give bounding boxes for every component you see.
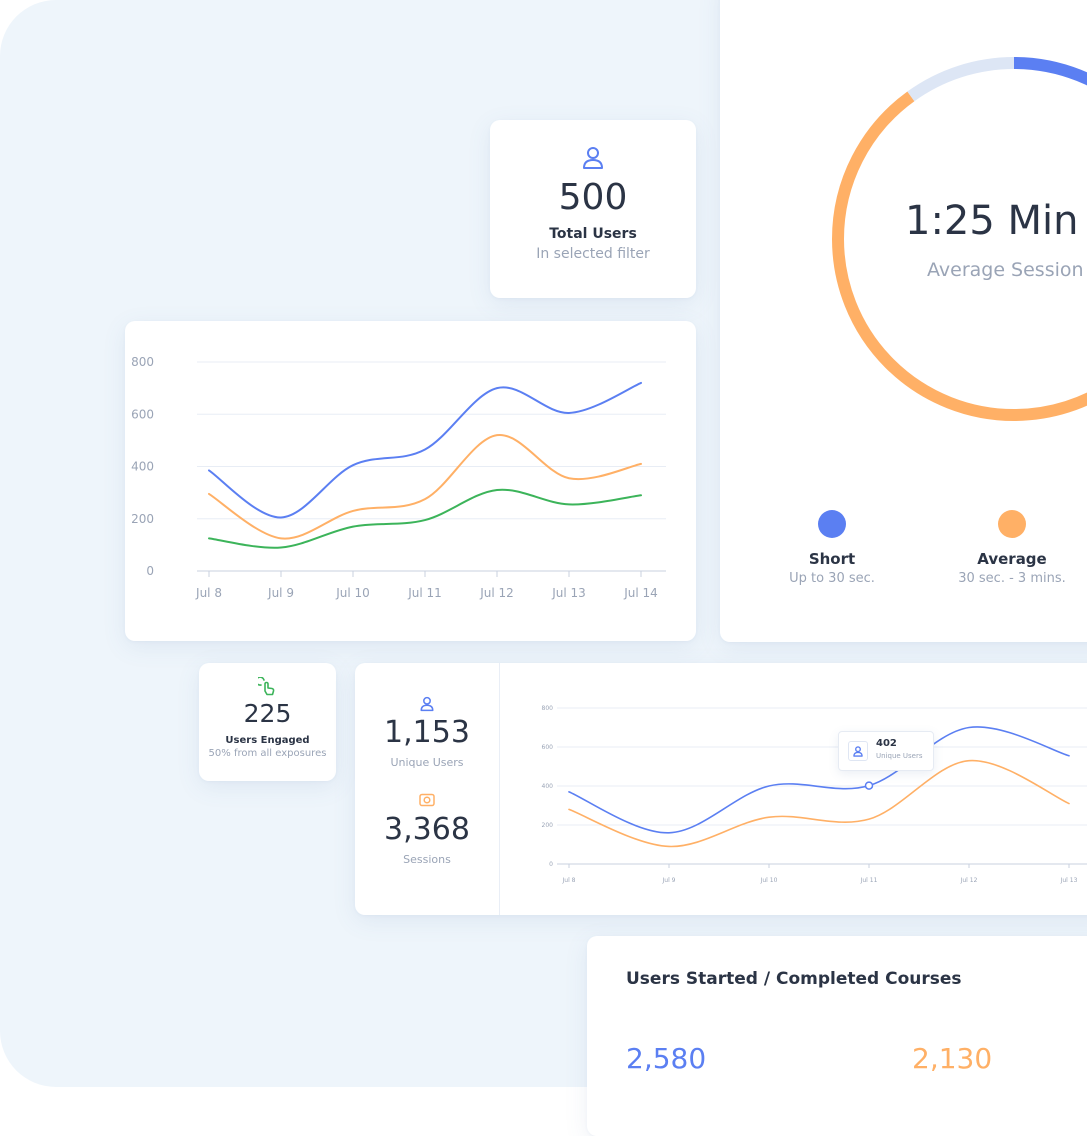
tooltip-value: 402 xyxy=(876,738,897,749)
x-tick-label: Jul 11 xyxy=(407,586,442,600)
y-tick-label: 0 xyxy=(549,861,553,868)
highlight-point xyxy=(864,781,874,790)
y-tick-label: 200 xyxy=(542,822,554,829)
courses-completed-value: 2,130 xyxy=(912,1042,993,1075)
donut-segment-long xyxy=(832,57,1087,421)
x-tick-label: Jul 12 xyxy=(479,586,514,600)
tap-hand-icon xyxy=(199,677,336,697)
x-tick-label: Jul 13 xyxy=(1060,877,1078,884)
unique-stats-panel: 1,153 Unique Users 3,368 Sessions xyxy=(355,663,500,915)
main-chart-card: 0 200 400 600 800 Jul 8 Jul 9 Jul 10 Jul 11 Jul 1… xyxy=(125,321,696,641)
y-tick-label: 800 xyxy=(542,705,554,712)
x-tick-label: Jul 10 xyxy=(335,586,370,600)
users-engaged-card: 225 Users Engaged 50% from all exposures xyxy=(199,663,336,781)
legend-short: Short Up to 30 sec. xyxy=(762,510,902,586)
average-dot xyxy=(998,510,1026,538)
series-line-blue xyxy=(208,381,642,519)
tooltip-label: Unique Users xyxy=(876,752,923,760)
session-value: 1:25 Min xyxy=(905,198,1079,244)
user-icon xyxy=(490,146,696,170)
average-session-card: 1:25 Min Average Session Short Up to 30 … xyxy=(720,0,1087,642)
legend-short-name: Short xyxy=(808,550,856,568)
y-tick-label: 400 xyxy=(542,783,554,790)
legend-average-name: Average xyxy=(977,550,1047,568)
series-line-orange xyxy=(208,434,642,540)
y-tick-label: 600 xyxy=(542,744,554,751)
x-tick-label: Jul 9 xyxy=(662,877,676,884)
series-line-blue xyxy=(568,726,1070,834)
users-engaged-label: Users Engaged xyxy=(225,735,310,746)
courses-title: Users Started / Completed Courses xyxy=(626,969,962,989)
series-line-green xyxy=(208,488,642,549)
x-tick-label: Jul 8 xyxy=(562,877,576,884)
x-tick-label: Jul 8 xyxy=(195,586,222,600)
camera-icon xyxy=(355,793,499,807)
chart-tooltip: 402 Unique Users xyxy=(838,731,934,771)
users-engaged-value: 225 xyxy=(243,699,292,728)
y-tick-label: 400 xyxy=(131,460,154,474)
legend-average: Average 30 sec. - 3 mins. xyxy=(932,510,1087,586)
unique-users-label: Unique Users xyxy=(390,756,464,769)
donut-segment-average xyxy=(832,57,1087,421)
total-users-label: Total Users xyxy=(549,226,637,242)
x-tick-label: Jul 9 xyxy=(267,586,294,600)
x-tick-label: Jul 14 xyxy=(623,586,658,600)
legend-short-desc: Up to 30 sec. xyxy=(789,571,875,586)
x-tick-label: Jul 13 xyxy=(551,586,586,600)
short-dot xyxy=(818,510,846,538)
tooltip-user-icon xyxy=(848,741,868,761)
unique-users-value: 1,153 xyxy=(384,715,470,750)
y-tick-label: 800 xyxy=(131,355,154,369)
users-engaged-sublabel: 50% from all exposures xyxy=(208,748,327,759)
y-tick-label: 0 xyxy=(146,564,154,578)
unique-users-chart: 0 200 400 600 800 Jul 8 Jul 9 Jul 10 Jul 11 Jul 1… xyxy=(542,705,1087,884)
session-donut xyxy=(832,57,1087,421)
courses-started-value: 2,580 xyxy=(626,1042,707,1075)
courses-card: Users Started / Completed Courses 2,580 … xyxy=(587,936,1087,1136)
total-users-card: 500 Total Users In selected filter xyxy=(490,120,696,298)
legend-average-desc: 30 sec. - 3 mins. xyxy=(958,571,1066,586)
sessions-value: 3,368 xyxy=(384,812,470,847)
main-line-chart: 0 200 400 600 800 Jul 8 Jul 9 Jul 10 Jul 11 Jul 1… xyxy=(131,355,666,600)
y-tick-label: 600 xyxy=(131,407,154,421)
unique-users-card: 1,153 Unique Users 3,368 Sessions 0 200 40… xyxy=(355,663,1087,915)
series-line-orange xyxy=(568,759,1070,848)
total-users-value: 500 xyxy=(558,177,628,218)
x-tick-label: Jul 12 xyxy=(960,877,978,884)
x-tick-label: Jul 10 xyxy=(760,877,778,884)
x-tick-label: Jul 11 xyxy=(860,877,878,884)
total-users-sublabel: In selected filter xyxy=(536,246,650,262)
y-tick-label: 200 xyxy=(131,512,154,526)
user-icon xyxy=(355,696,499,712)
session-label: Average Session xyxy=(927,259,1084,281)
sessions-label: Sessions xyxy=(403,853,451,866)
